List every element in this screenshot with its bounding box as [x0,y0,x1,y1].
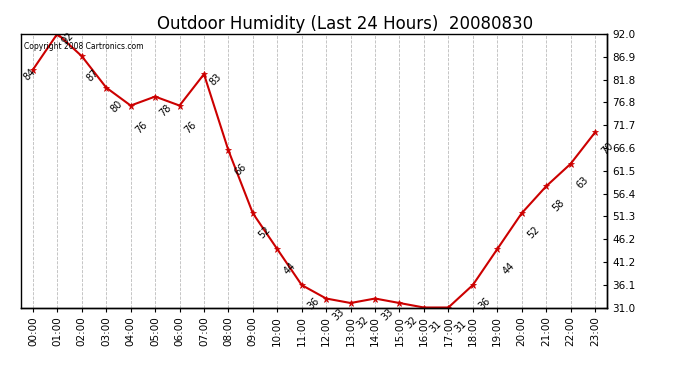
Text: 84: 84 [22,67,37,82]
Text: Copyright 2008 Cartronics.com: Copyright 2008 Cartronics.com [23,42,143,51]
Text: 70: 70 [599,141,615,157]
Text: 52: 52 [526,224,542,240]
Text: 32: 32 [355,314,371,330]
Text: 58: 58 [550,198,566,213]
Text: 33: 33 [380,307,395,322]
Text: 87: 87 [85,67,100,83]
Text: Outdoor Humidity (Last 24 Hours)  20080830: Outdoor Humidity (Last 24 Hours) 2008083… [157,15,533,33]
Text: 63: 63 [575,175,591,191]
Text: 44: 44 [282,260,297,276]
Text: 76: 76 [182,120,198,135]
Text: 83: 83 [208,71,224,87]
Text: 31: 31 [453,319,469,334]
Text: 36: 36 [477,296,493,312]
Text: 31: 31 [428,319,444,334]
Text: 44: 44 [502,260,517,276]
Text: 33: 33 [331,307,346,322]
Text: 80: 80 [109,99,125,114]
Text: 92: 92 [60,31,76,47]
Text: 36: 36 [306,296,322,312]
Text: 76: 76 [133,120,149,135]
Text: 66: 66 [233,162,248,177]
Text: 52: 52 [257,224,273,240]
Text: 78: 78 [158,102,174,118]
Text: 32: 32 [404,314,420,330]
